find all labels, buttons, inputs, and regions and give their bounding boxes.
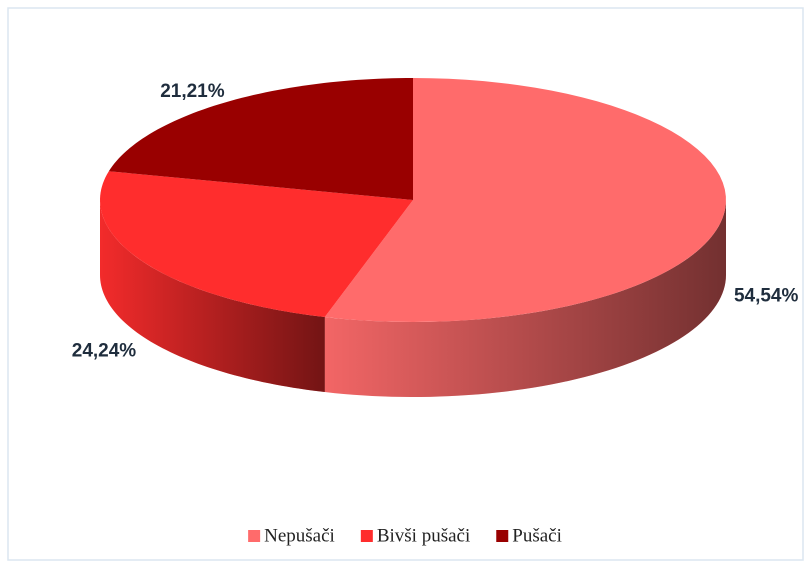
pie-sides [100,200,726,397]
chart-frame [7,7,804,561]
data-label: 21,21% [160,81,225,102]
data-labels: 54,54% 24,24% 21,21% [72,81,799,361]
legend-swatch [248,530,261,542]
legend: Nepušači Bivši pušači Pušači [248,525,562,546]
slice-side-shade [100,200,325,393]
pie-tops [100,78,726,322]
slice-side-shade [324,200,726,397]
slice [324,78,726,322]
legend-swatch [360,530,373,542]
slice [108,78,413,200]
slice [100,171,413,318]
data-label: 24,24% [72,340,137,361]
data-label: 54,54% [734,286,799,307]
legend-label: Nepušači [264,525,335,546]
legend-label: Bivši pušači [377,525,470,546]
legend-swatch [496,530,509,542]
legend-label: Pušači [512,525,562,546]
